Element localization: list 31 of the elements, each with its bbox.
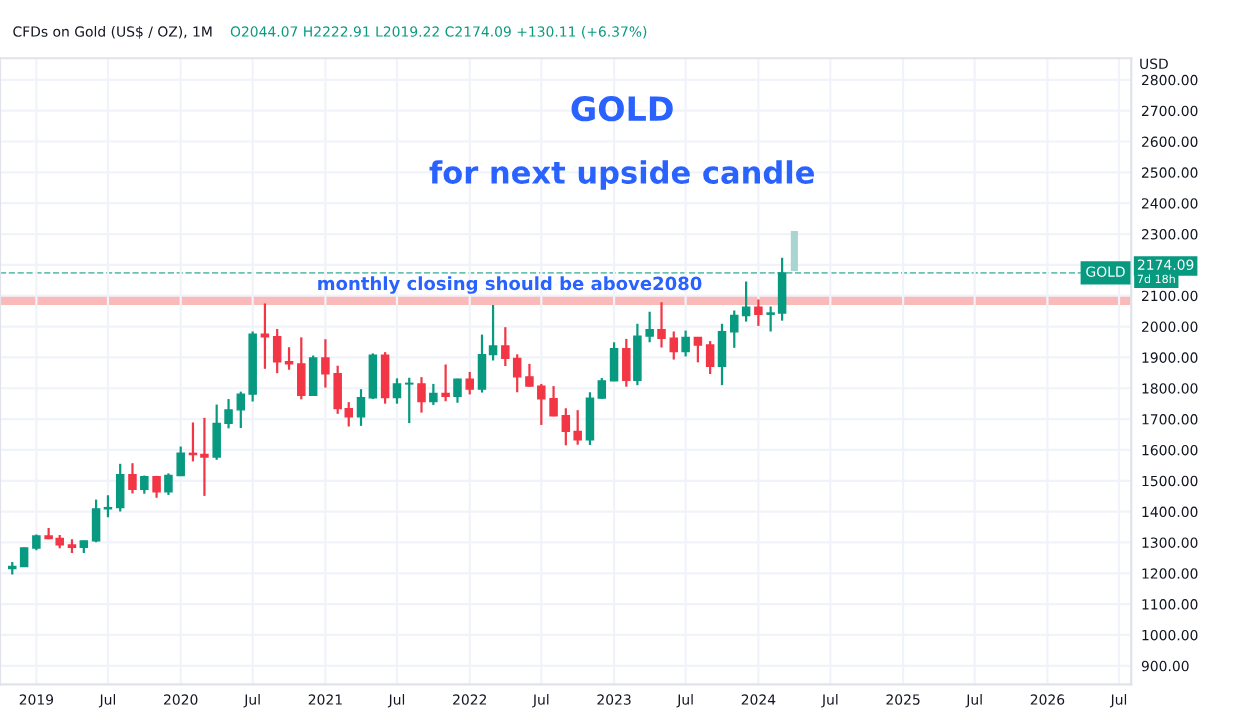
candlestick (404, 376, 414, 425)
candlestick (284, 346, 294, 371)
candlestick (380, 351, 390, 405)
candlestick (465, 370, 474, 396)
candlestick (297, 336, 306, 401)
candlestick (356, 388, 366, 427)
candlestick (392, 377, 402, 405)
candlestick (103, 494, 113, 519)
candlestick (705, 339, 715, 376)
band-label: monthly closing should be above2080 (318, 276, 702, 294)
candlestick (128, 462, 137, 495)
candlestick (272, 327, 282, 375)
candlestick (622, 337, 631, 388)
text: for next upside candle (429, 160, 814, 190)
candlestick (681, 329, 690, 358)
candlestick (717, 322, 727, 387)
text: GOLD (571, 96, 673, 122)
candlestick (308, 354, 318, 398)
candlestick (417, 376, 426, 414)
candlestick (754, 298, 763, 328)
candlestick (693, 335, 703, 364)
candlestick (441, 363, 450, 403)
candlestick (609, 341, 619, 383)
candlestick (115, 462, 125, 513)
candlestick (585, 391, 595, 447)
candlestick (91, 498, 101, 544)
candlestick (657, 301, 666, 349)
candlestick (669, 330, 679, 361)
candlestick (453, 377, 462, 404)
candlestick (368, 352, 378, 401)
candlestick (429, 382, 438, 407)
